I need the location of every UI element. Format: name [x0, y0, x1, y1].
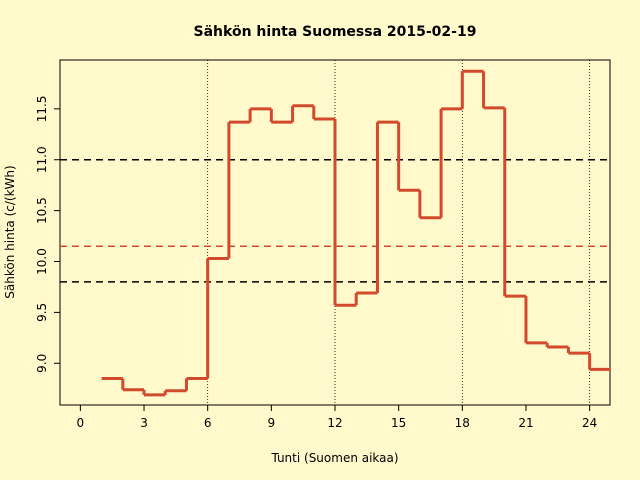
y-tick-label: 10.0 [35, 248, 49, 275]
x-tick-label: 15 [391, 416, 406, 430]
x-tick-label: 18 [455, 416, 470, 430]
x-tick-label: 21 [518, 416, 533, 430]
y-axis-label: Sähkön hinta (c/(kWh) [3, 165, 17, 298]
y-tick-label: 11.0 [35, 146, 49, 173]
x-tick-label: 9 [268, 416, 276, 430]
x-tick-label: 6 [204, 416, 212, 430]
y-tick-label: 9.5 [35, 303, 49, 322]
y-tick-label: 9.0 [35, 354, 49, 373]
x-tick-label: 24 [582, 416, 597, 430]
y-tick-label: 11.5 [35, 95, 49, 122]
x-axis-label: Tunti (Suomen aikaa) [270, 451, 398, 465]
x-tick-label: 3 [140, 416, 148, 430]
x-tick-label: 0 [77, 416, 85, 430]
y-tick-label: 10.5 [35, 197, 49, 224]
x-tick-label: 12 [327, 416, 342, 430]
chart-title: Sähkön hinta Suomessa 2015-02-19 [194, 24, 477, 40]
